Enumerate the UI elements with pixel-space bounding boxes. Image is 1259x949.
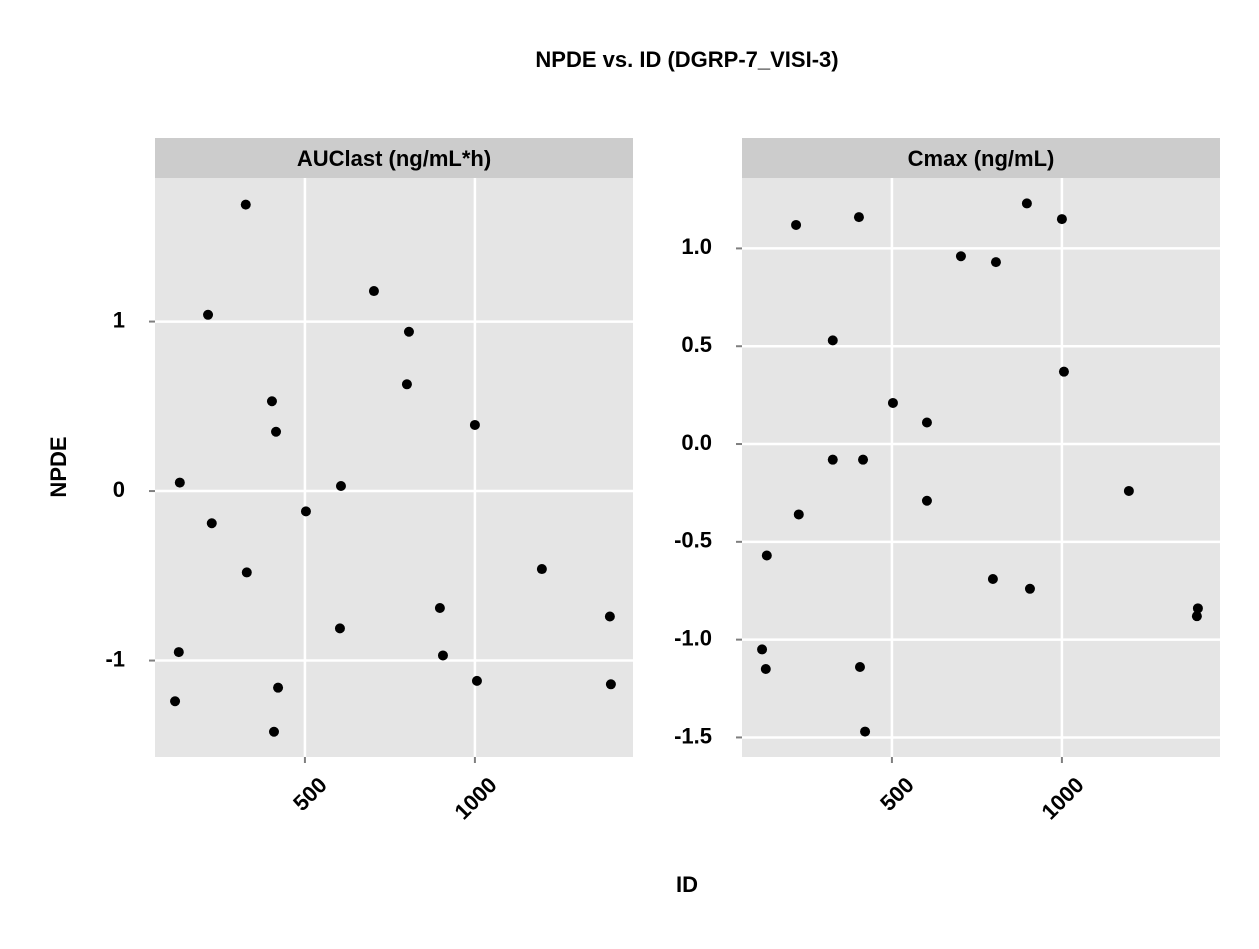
data-point <box>266 396 277 407</box>
data-point <box>273 682 284 693</box>
data-point <box>174 477 185 488</box>
data-point <box>300 506 311 517</box>
data-point <box>921 417 932 428</box>
data-point <box>434 603 445 614</box>
data-point <box>469 419 480 430</box>
data-point <box>793 509 804 520</box>
y-tick-label: -1.0 <box>674 625 712 650</box>
data-point <box>921 495 932 506</box>
data-point <box>268 726 279 737</box>
data-point <box>987 573 998 584</box>
data-point <box>827 454 838 465</box>
data-point <box>955 251 966 262</box>
y-tick-label: 1 <box>113 307 125 332</box>
data-point <box>760 663 771 674</box>
y-tick-label: -1.5 <box>674 723 712 748</box>
data-point <box>853 212 864 223</box>
data-point <box>240 199 251 210</box>
data-point <box>887 397 898 408</box>
x-tick-label: 500 <box>288 772 332 816</box>
x-tick-label: 1000 <box>449 772 501 824</box>
data-point <box>401 379 412 390</box>
panel-title: AUClast (ng/mL*h) <box>297 146 491 171</box>
data-point <box>1191 611 1202 622</box>
strip <box>155 138 633 178</box>
data-point <box>990 257 1001 268</box>
data-point <box>206 518 217 529</box>
y-tick-label: 0 <box>113 477 125 502</box>
data-point <box>271 426 282 437</box>
data-point <box>791 219 802 230</box>
panel <box>155 178 633 757</box>
data-point <box>757 644 768 655</box>
data-point <box>334 623 345 634</box>
panel-title: Cmax (ng/mL) <box>908 146 1055 171</box>
data-point <box>471 675 482 686</box>
x-axis-label: ID <box>676 872 698 897</box>
chart-title: NPDE vs. ID (DGRP-7_VISI-3) <box>535 47 838 72</box>
strip <box>742 138 1220 178</box>
data-point <box>604 611 615 622</box>
data-point <box>858 454 869 465</box>
data-point <box>403 326 414 337</box>
data-point <box>437 650 448 661</box>
data-point <box>335 480 346 491</box>
data-point <box>860 726 871 737</box>
data-point <box>1021 198 1032 209</box>
data-point <box>761 550 772 561</box>
y-tick-label: 1.0 <box>681 234 712 259</box>
panel <box>742 178 1220 757</box>
data-point <box>1024 583 1035 594</box>
data-point <box>1058 366 1069 377</box>
data-point <box>1123 485 1134 496</box>
data-point <box>170 696 181 707</box>
data-point <box>173 647 184 658</box>
y-tick-label: 0.5 <box>681 332 712 357</box>
data-point <box>203 309 214 320</box>
y-tick-label: 0.0 <box>681 430 712 455</box>
x-tick-label: 500 <box>875 772 919 816</box>
data-point <box>1192 603 1203 614</box>
data-point <box>241 567 252 578</box>
y-tick-label: -1 <box>105 646 125 671</box>
data-point <box>536 564 547 575</box>
data-point <box>605 679 616 690</box>
data-point <box>1056 214 1067 225</box>
data-point <box>854 662 865 673</box>
data-point <box>368 286 379 297</box>
x-tick-label: 1000 <box>1036 772 1088 824</box>
y-axis-label: NPDE <box>46 436 71 497</box>
y-tick-label: -0.5 <box>674 528 712 553</box>
data-point <box>827 335 838 346</box>
